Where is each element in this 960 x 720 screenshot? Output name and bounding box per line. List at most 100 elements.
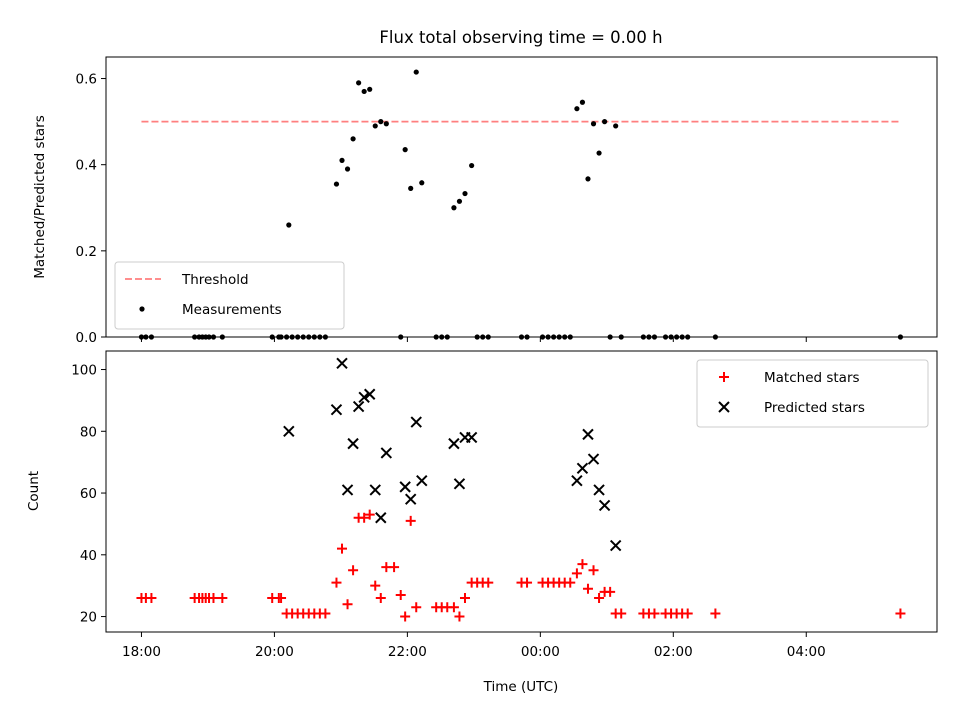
measurement-point [413, 69, 419, 75]
predicted-point [609, 539, 622, 552]
matched-point [522, 577, 533, 588]
predicted-point [358, 391, 370, 404]
predicted-point [571, 474, 583, 487]
matched-point [577, 559, 588, 570]
predicted-point [380, 447, 393, 459]
x-tick-label: 22:00 [388, 644, 427, 660]
matched-point [375, 593, 386, 604]
x-tick-label: 02:00 [654, 644, 693, 660]
predicted-point [352, 400, 365, 413]
measurement-point [602, 119, 608, 125]
predicted-point [448, 437, 460, 450]
matched-point [389, 562, 400, 573]
matched-point [395, 589, 406, 600]
predicted-point [453, 478, 466, 490]
matched-point [459, 593, 470, 604]
matched-point [320, 608, 331, 619]
predicted-point [283, 425, 295, 437]
measurement-point [579, 99, 586, 105]
measurement-point [361, 88, 367, 95]
predicted-point [330, 403, 343, 416]
matched-point [273, 593, 284, 604]
legend-label: Predicted stars [764, 400, 865, 416]
predicted-point [404, 493, 417, 505]
matched-point [405, 515, 416, 526]
predicted-point [593, 484, 605, 496]
measurement-point [367, 86, 373, 92]
matched-point [571, 568, 582, 579]
matched-point [454, 611, 465, 622]
measurement-point [372, 123, 378, 129]
matched-point [582, 583, 593, 594]
y-tick-label: 0.6 [76, 72, 97, 88]
y-tick-label: 60 [80, 486, 97, 502]
measurement-point [456, 198, 463, 204]
legend-marker [718, 401, 730, 413]
predicted-point [598, 499, 611, 512]
matched-point [710, 608, 721, 619]
predicted-point [465, 431, 478, 444]
measurement-point [344, 166, 351, 172]
matched-point [337, 543, 348, 554]
bottom-y-axis-label: Count [26, 471, 42, 511]
matched-point [483, 577, 494, 588]
measurement-point [408, 185, 414, 191]
predicted-point [582, 428, 594, 441]
legend-marker [719, 372, 729, 382]
y-tick-label: 0.4 [76, 158, 97, 174]
matched-point [448, 602, 459, 613]
legend: Matched stars Predicted stars [696, 359, 929, 428]
matched-point [400, 611, 411, 622]
predicted-point [369, 484, 381, 496]
matched-point [411, 602, 422, 613]
measurement-point [590, 121, 597, 127]
axes-frame [105, 350, 938, 633]
measurement-point [356, 80, 362, 86]
ratio-panel: 0.0 0.2 0.4 0.6 Threshold Measurements [76, 56, 938, 346]
measurement-point [286, 222, 292, 228]
y-tick-label: 0.2 [76, 244, 97, 260]
count-panel: 20 40 60 80 100 18:00 20:00 22:00 00:00 02:00 04:0… [71, 350, 938, 660]
measurement-point [613, 123, 619, 129]
matched-point [565, 577, 576, 588]
top-y-axis-label: Matched/Predicted stars [32, 115, 48, 278]
matched-point [342, 599, 353, 610]
matched-point [895, 608, 906, 619]
figure-title: Flux total observing time = 0.00 h [379, 28, 662, 47]
measurement-point [350, 136, 356, 142]
y-tick-label: 40 [80, 548, 97, 564]
predicted-point [336, 357, 348, 370]
y-tick-label: 0.0 [76, 330, 97, 346]
matched-point [146, 593, 157, 604]
matched-point [616, 608, 627, 619]
y-tick-label: 20 [80, 610, 97, 626]
plots: 0.0 0.2 0.4 0.6 Threshold Measurements 20 40 60 8… [71, 56, 938, 660]
measurement-point [333, 181, 340, 187]
matched-point [331, 577, 342, 588]
matched-point [208, 593, 219, 604]
matched-point [364, 509, 375, 520]
predicted-point [587, 453, 600, 465]
predicted-point [416, 474, 428, 487]
matched-point [594, 593, 605, 604]
measurement-point [596, 150, 602, 156]
predicted-point [399, 481, 411, 493]
measurement-point [419, 180, 425, 186]
measurement-point [585, 176, 591, 182]
matched-point [588, 565, 599, 576]
predicted-point [347, 437, 359, 450]
x-tick-label: 04:00 [787, 644, 826, 660]
y-tick-label: 100 [71, 363, 97, 379]
measurement-point [451, 205, 457, 211]
predicted-point [341, 484, 354, 496]
measurement-point [402, 147, 408, 153]
x-tick-label: 18:00 [122, 644, 161, 660]
matched-point [649, 608, 660, 619]
x-tick-label: 20:00 [255, 644, 294, 660]
predicted-point [576, 462, 589, 475]
measurement-point [469, 162, 475, 169]
measurement-point [383, 121, 389, 127]
matched-stars-series [136, 509, 906, 622]
measurement-point [378, 119, 384, 125]
measurement-point [339, 157, 345, 163]
